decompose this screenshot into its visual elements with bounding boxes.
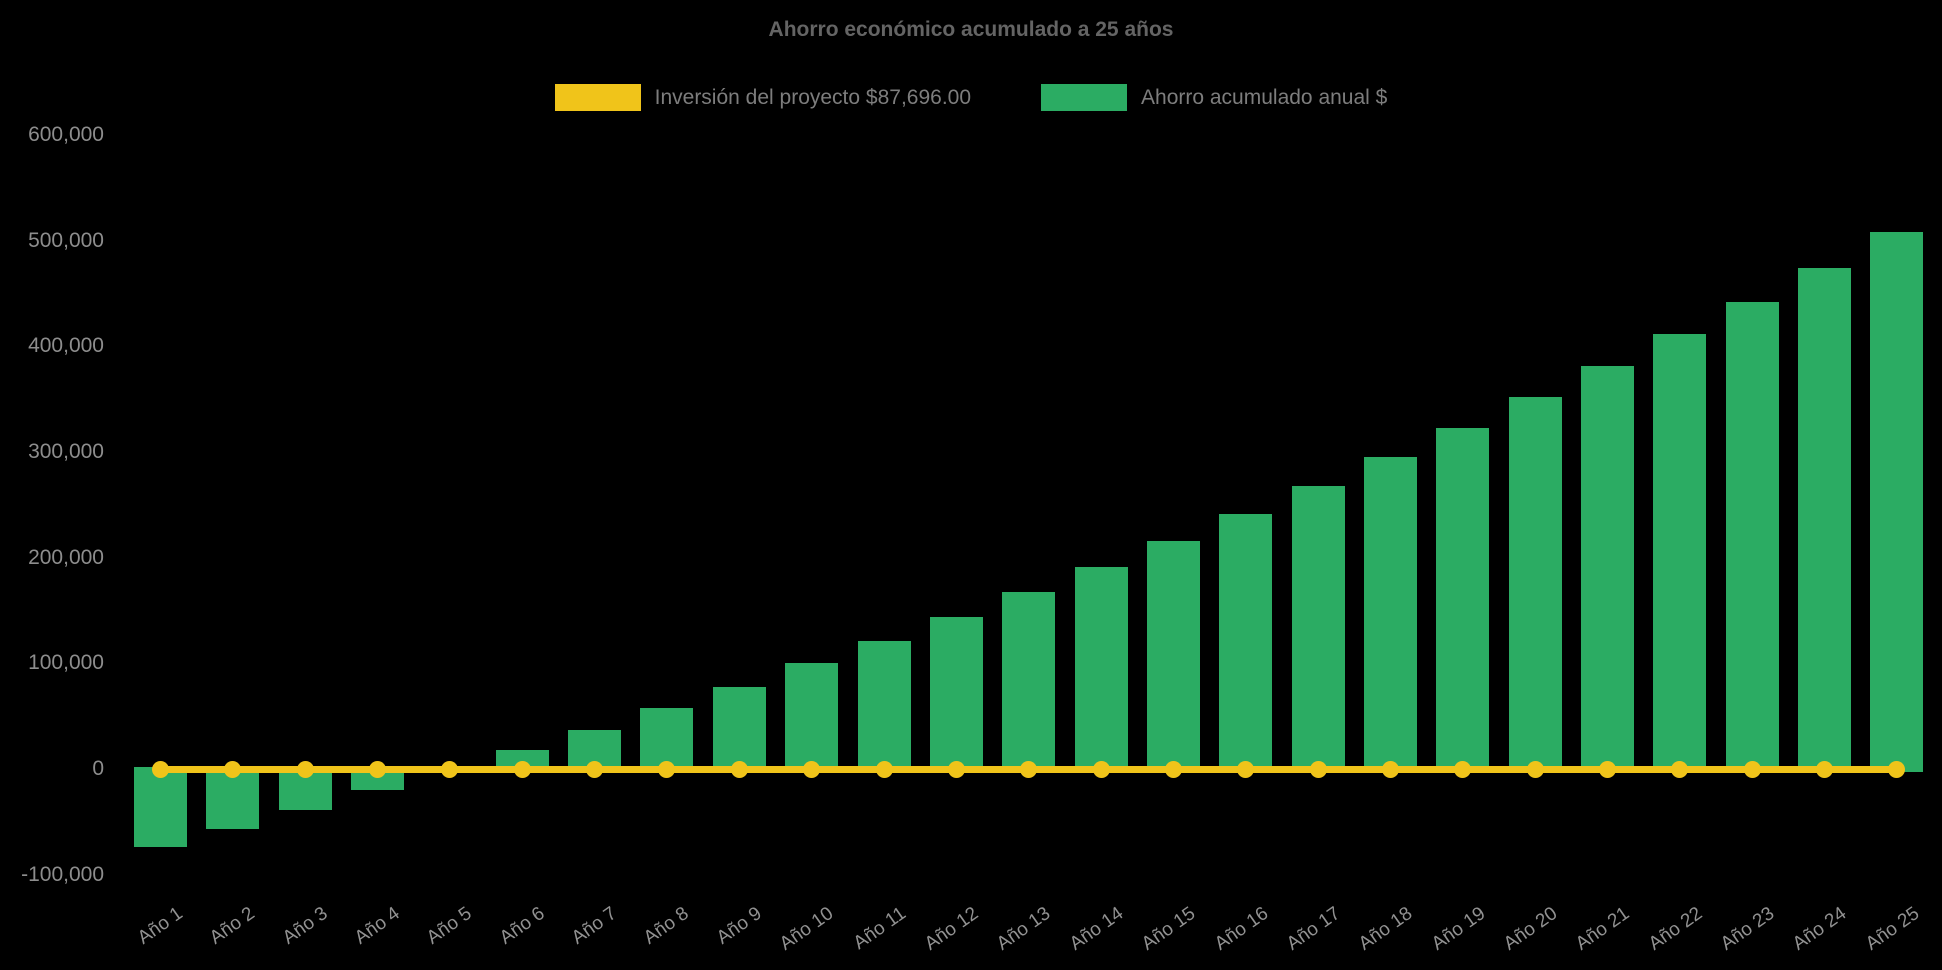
investment-line-point-ano-17 xyxy=(1309,760,1327,778)
investment-line-point-ano-15 xyxy=(1164,760,1182,778)
investment-line-point-ano-7 xyxy=(586,760,604,778)
bar-ano-25 xyxy=(1870,231,1924,772)
investment-line-point-ano-14 xyxy=(1092,760,1110,778)
y-tick-100-000: 100,000 xyxy=(28,651,104,675)
x-tick-ano-16: Año 16 xyxy=(1210,903,1272,955)
x-tick-ano-17: Año 17 xyxy=(1282,903,1345,955)
investment-line-point-ano-20 xyxy=(1526,760,1544,778)
chart-legend: Inversión del proyecto $87,696.00 Ahorro … xyxy=(0,84,1942,111)
legend-item-savings-bars[interactable]: Ahorro acumulado anual $ xyxy=(1041,84,1387,111)
bar-ano-12 xyxy=(929,616,983,772)
bar-ano-23 xyxy=(1725,301,1779,772)
x-tick-ano-9: Año 9 xyxy=(712,903,766,949)
investment-line-point-ano-5 xyxy=(441,760,459,778)
x-tick-ano-22: Año 22 xyxy=(1644,903,1706,955)
investment-line-point-ano-12 xyxy=(947,760,965,778)
y-tick-600-000: 600,000 xyxy=(28,122,104,146)
bar-ano-17 xyxy=(1291,486,1345,772)
x-tick-ano-12: Año 12 xyxy=(921,903,983,955)
x-tick-ano-7: Año 7 xyxy=(567,903,621,949)
investment-line-point-ano-8 xyxy=(658,760,676,778)
investment-line-point-ano-21 xyxy=(1599,760,1616,778)
bar-ano-20 xyxy=(1508,397,1562,772)
x-tick-ano-20: Año 20 xyxy=(1499,903,1562,955)
x-tick-ano-8: Año 8 xyxy=(640,903,693,949)
x-tick-ano-1: Año 1 xyxy=(133,903,187,949)
x-tick-ano-15: Año 15 xyxy=(1138,903,1200,955)
bar-ano-11 xyxy=(857,640,911,772)
legend-swatch-investment-line xyxy=(554,84,641,111)
x-tick-ano-11: Año 11 xyxy=(849,903,911,954)
x-tick-ano-6: Año 6 xyxy=(495,903,549,949)
investment-line-point-ano-9 xyxy=(730,760,748,778)
y-tick-0: 0 xyxy=(92,757,104,780)
investment-line-point-ano-1 xyxy=(152,760,169,778)
investment-line-point-ano-10 xyxy=(803,760,821,778)
x-tick-ano-3: Año 3 xyxy=(278,903,332,949)
x-tick-ano-4: Año 4 xyxy=(350,903,404,949)
legend-item-investment-line[interactable]: Inversión del proyecto $87,696.00 xyxy=(554,84,972,111)
legend-label-savings-bars: Ahorro acumulado anual $ xyxy=(1141,85,1388,109)
investment-line-point-ano-22 xyxy=(1671,760,1689,778)
x-tick-ano-24: Año 24 xyxy=(1789,903,1851,955)
bar-ano-15 xyxy=(1146,540,1200,772)
y-tick-300-000: 300,000 xyxy=(28,439,104,463)
y-tick-100-000: -100,000 xyxy=(21,862,104,886)
bar-ano-10 xyxy=(785,663,839,772)
bar-ano-1 xyxy=(134,767,187,848)
bar-ano-9 xyxy=(712,686,766,772)
investment-line-point-ano-23 xyxy=(1743,760,1761,778)
x-tick-ano-10: Año 10 xyxy=(776,903,838,955)
x-tick-ano-14: Año 14 xyxy=(1065,903,1128,955)
bar-ano-21 xyxy=(1581,365,1634,772)
investment-line-point-ano-24 xyxy=(1816,760,1834,778)
bar-ano-4 xyxy=(351,767,405,790)
y-tick-500-000: 500,000 xyxy=(28,228,104,252)
legend-label-investment-line: Inversión del proyecto $87,696.00 xyxy=(654,85,972,109)
bar-ano-16 xyxy=(1219,513,1273,772)
investment-line-point-ano-11 xyxy=(875,760,893,778)
investment-line-point-ano-6 xyxy=(513,760,531,778)
x-tick-ano-19: Año 19 xyxy=(1427,903,1489,955)
x-tick-ano-13: Año 13 xyxy=(993,903,1055,955)
bar-ano-13 xyxy=(1002,591,1056,772)
x-tick-ano-2: Año 2 xyxy=(206,903,259,949)
investment-line-point-ano-4 xyxy=(369,760,387,778)
bar-ano-19 xyxy=(1436,427,1490,772)
x-tick-ano-21: Año 21 xyxy=(1572,903,1634,955)
x-tick-ano-18: Año 18 xyxy=(1355,903,1417,955)
legend-swatch-savings-bars xyxy=(1041,84,1128,111)
bar-ano-24 xyxy=(1798,267,1852,772)
investment-line-point-ano-19 xyxy=(1454,760,1472,778)
investment-line-point-ano-25 xyxy=(1888,760,1906,778)
chart-title: Ahorro económico acumulado a 25 años xyxy=(768,18,1174,41)
investment-line-point-ano-18 xyxy=(1381,760,1399,778)
bar-ano-18 xyxy=(1363,457,1417,772)
investment-line-point-ano-13 xyxy=(1020,760,1038,778)
bar-ano-14 xyxy=(1074,566,1128,772)
y-tick-200-000: 200,000 xyxy=(28,545,104,569)
x-tick-ano-23: Año 23 xyxy=(1716,903,1779,955)
investment-line-point-ano-16 xyxy=(1237,760,1255,778)
investment-line-point-ano-3 xyxy=(296,760,314,778)
x-tick-ano-5: Año 5 xyxy=(423,903,476,949)
x-tick-ano-25: Año 25 xyxy=(1861,903,1923,955)
investment-line-point-ano-2 xyxy=(224,760,242,778)
y-tick-400-000: 400,000 xyxy=(28,334,104,358)
bar-ano-22 xyxy=(1653,334,1707,772)
